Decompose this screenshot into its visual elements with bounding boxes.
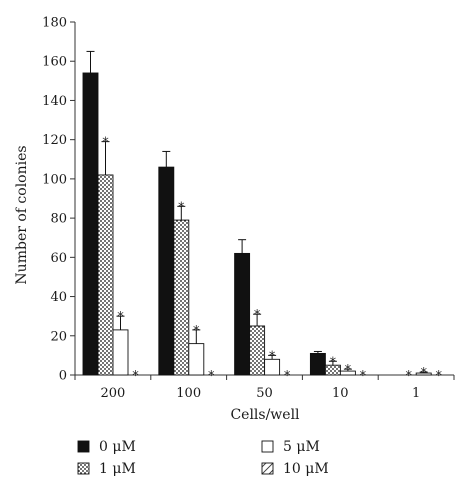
significance-marker: * <box>254 308 261 323</box>
legend-swatch <box>77 462 90 475</box>
bar <box>173 219 190 376</box>
significance-marker: * <box>132 369 139 384</box>
legend-label: 10 μM <box>283 461 329 477</box>
x-tick-label: 10 <box>332 386 349 401</box>
y-tick-label: 0 <box>59 369 67 384</box>
x-tick-label: 50 <box>256 386 273 401</box>
bar <box>188 343 205 376</box>
significance-marker: * <box>208 369 215 384</box>
x-tick-label: 1 <box>412 386 420 401</box>
y-tick-label: 40 <box>50 290 67 305</box>
bar <box>309 352 326 376</box>
y-axis-title: Number of colonies <box>14 145 30 284</box>
y-tick-label: 80 <box>50 212 67 227</box>
y-tick-label: 20 <box>50 329 67 344</box>
legend-swatch <box>261 440 274 453</box>
significance-marker: * <box>284 369 291 384</box>
significance-marker: * <box>405 369 412 384</box>
legend-label: 0 μM <box>99 439 136 455</box>
bar <box>97 174 114 376</box>
y-tick-label: 120 <box>42 133 67 148</box>
y-tick-label: 160 <box>42 55 67 70</box>
x-tick-label: 100 <box>176 386 201 401</box>
significance-marker: * <box>269 349 276 364</box>
legend: 0 μM 1 μM 5 μM 10 μM <box>77 439 329 477</box>
bar <box>249 325 266 376</box>
bar <box>234 252 251 376</box>
legend-swatch <box>77 440 90 453</box>
significance-marker: * <box>193 324 200 339</box>
y-tick-label: 100 <box>42 172 67 187</box>
y-tick-label: 140 <box>42 94 67 109</box>
x-axis-title: Cells/well <box>230 407 300 423</box>
bar <box>112 329 129 376</box>
y-tick-label: 60 <box>50 251 67 266</box>
significance-marker: * <box>435 369 442 384</box>
x-tick-label: 200 <box>100 386 125 401</box>
significance-marker: * <box>330 355 337 370</box>
y-tick-label: 180 <box>42 16 67 31</box>
significance-marker: * <box>360 369 367 384</box>
legend-label: 5 μM <box>283 439 320 455</box>
bar <box>158 166 175 376</box>
significance-marker: * <box>420 366 427 381</box>
legend-swatch <box>261 462 274 475</box>
significance-marker: * <box>102 136 109 151</box>
bar <box>82 72 99 376</box>
significance-marker: * <box>178 200 185 215</box>
legend-label: 1 μM <box>99 461 136 477</box>
significance-marker: * <box>117 310 124 325</box>
significance-marker: * <box>345 363 352 378</box>
